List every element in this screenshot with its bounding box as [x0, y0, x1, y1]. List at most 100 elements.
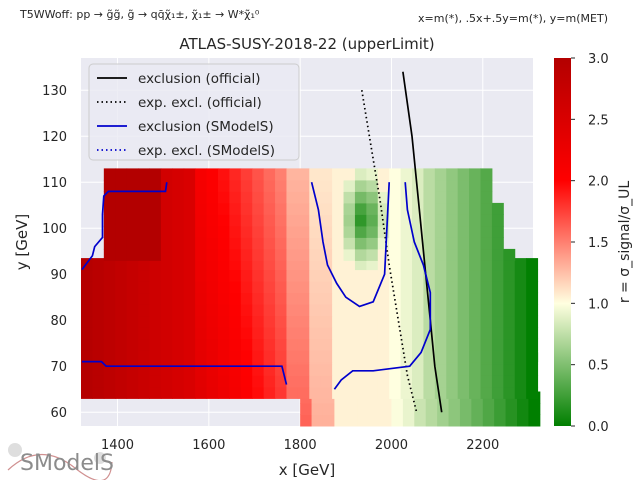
- heatmap-cell: [400, 179, 413, 192]
- heatmap-cell: [503, 386, 516, 399]
- heatmap-cell: [503, 363, 516, 376]
- heatmap-cell: [332, 258, 345, 271]
- heatmap-cell: [92, 315, 105, 328]
- heatmap-cell: [457, 168, 470, 181]
- heatmap-cell: [459, 414, 472, 427]
- heatmap-cell: [434, 202, 447, 215]
- heatmap-cell: [240, 304, 253, 317]
- heatmap-cell: [526, 327, 539, 340]
- heatmap-cell: [229, 375, 242, 388]
- heatmap-cell: [149, 202, 162, 215]
- heatmap-cell: [138, 202, 150, 215]
- heatmap-cell: [354, 386, 367, 399]
- heatmap-cell: [389, 168, 402, 181]
- heatmap-cell: [275, 327, 287, 340]
- heatmap-cell: [126, 350, 139, 363]
- heatmap-cell: [469, 304, 481, 317]
- heatmap-cell: [412, 375, 424, 388]
- heatmap-cell: [400, 350, 413, 363]
- heatmap-cell: [138, 350, 150, 363]
- heatmap-cell: [252, 315, 265, 328]
- heatmap-cell: [377, 304, 390, 317]
- heatmap-cell: [263, 386, 276, 399]
- logo-text: SModelS: [20, 451, 114, 476]
- y-tick-label: 80: [50, 314, 67, 329]
- heatmap-cell: [389, 258, 402, 271]
- heatmap-cell: [354, 202, 367, 215]
- heatmap-cell: [229, 338, 242, 351]
- heatmap-cell: [115, 338, 128, 351]
- heatmap-cell: [263, 315, 276, 328]
- heatmap-cell: [263, 327, 276, 340]
- heatmap-cell: [263, 269, 276, 282]
- heatmap-cell: [229, 191, 242, 204]
- heatmap-cell: [446, 338, 459, 351]
- heatmap-cell: [126, 327, 139, 340]
- heatmap-cell: [309, 327, 322, 340]
- heatmap-cell: [366, 281, 379, 294]
- heatmap-cell: [380, 414, 392, 427]
- heatmap-cell: [309, 248, 322, 261]
- heatmap-cell: [115, 363, 128, 376]
- heatmap-cell: [172, 315, 185, 328]
- heatmap-cell: [275, 179, 287, 192]
- heatmap-cell: [354, 338, 367, 351]
- heatmap-cell: [263, 202, 276, 215]
- heatmap-cell: [115, 179, 128, 192]
- heatmap-cell: [491, 248, 504, 261]
- heatmap-cell: [172, 375, 185, 388]
- heatmap-cell: [480, 292, 493, 305]
- heatmap-cell: [300, 403, 313, 415]
- heatmap-cell: [320, 292, 333, 305]
- heatmap-cell: [206, 237, 219, 250]
- heatmap-cell: [217, 350, 230, 363]
- heatmap-cell: [138, 304, 150, 317]
- heatmap-cell: [423, 168, 436, 181]
- heatmap-cell: [115, 281, 128, 294]
- heatmap-cell: [229, 248, 242, 261]
- heatmap-cell: [320, 191, 333, 204]
- heatmap-cell: [126, 237, 139, 250]
- colorbar-tick-label: 2.0: [588, 175, 609, 190]
- heatmap-cell: [480, 338, 493, 351]
- heatmap-cell: [229, 386, 242, 399]
- heatmap-cell: [297, 327, 310, 340]
- heatmap-cell: [252, 304, 265, 317]
- heatmap-cell: [425, 403, 438, 415]
- heatmap-cell: [343, 375, 356, 388]
- heatmap-cell: [252, 168, 265, 181]
- heatmap-cell: [446, 258, 459, 271]
- heatmap-cell: [345, 403, 358, 415]
- heatmap-cell: [183, 258, 196, 271]
- heatmap-cell: [275, 269, 287, 282]
- heatmap-cell: [160, 168, 173, 181]
- heatmap-cell: [491, 258, 504, 271]
- heatmap-cell: [366, 315, 379, 328]
- heatmap-cell: [332, 327, 345, 340]
- heatmap-cell: [138, 191, 150, 204]
- heatmap-cell: [252, 281, 265, 294]
- heatmap-cell: [240, 363, 253, 376]
- heatmap-cell: [457, 350, 470, 363]
- heatmap-cell: [309, 304, 322, 317]
- heatmap-cell: [217, 338, 230, 351]
- heatmap-cell: [195, 225, 208, 238]
- heatmap-cell: [469, 225, 481, 238]
- heatmap-cell: [229, 304, 242, 317]
- heatmap-cell: [434, 327, 447, 340]
- heatmap-cell: [297, 214, 310, 227]
- heatmap-cell: [160, 214, 173, 227]
- heatmap-cell: [423, 292, 436, 305]
- heatmap-cell: [126, 168, 139, 181]
- heatmap-cell: [377, 338, 390, 351]
- heatmap-cell: [229, 168, 242, 181]
- heatmap-cell: [115, 269, 128, 282]
- heatmap-cell: [389, 237, 402, 250]
- heatmap-cell: [160, 327, 173, 340]
- heatmap-cell: [172, 225, 185, 238]
- heatmap-cell: [115, 225, 128, 238]
- heatmap-cell: [491, 304, 504, 317]
- heatmap-cell: [526, 363, 539, 376]
- heatmap-cell: [332, 304, 345, 317]
